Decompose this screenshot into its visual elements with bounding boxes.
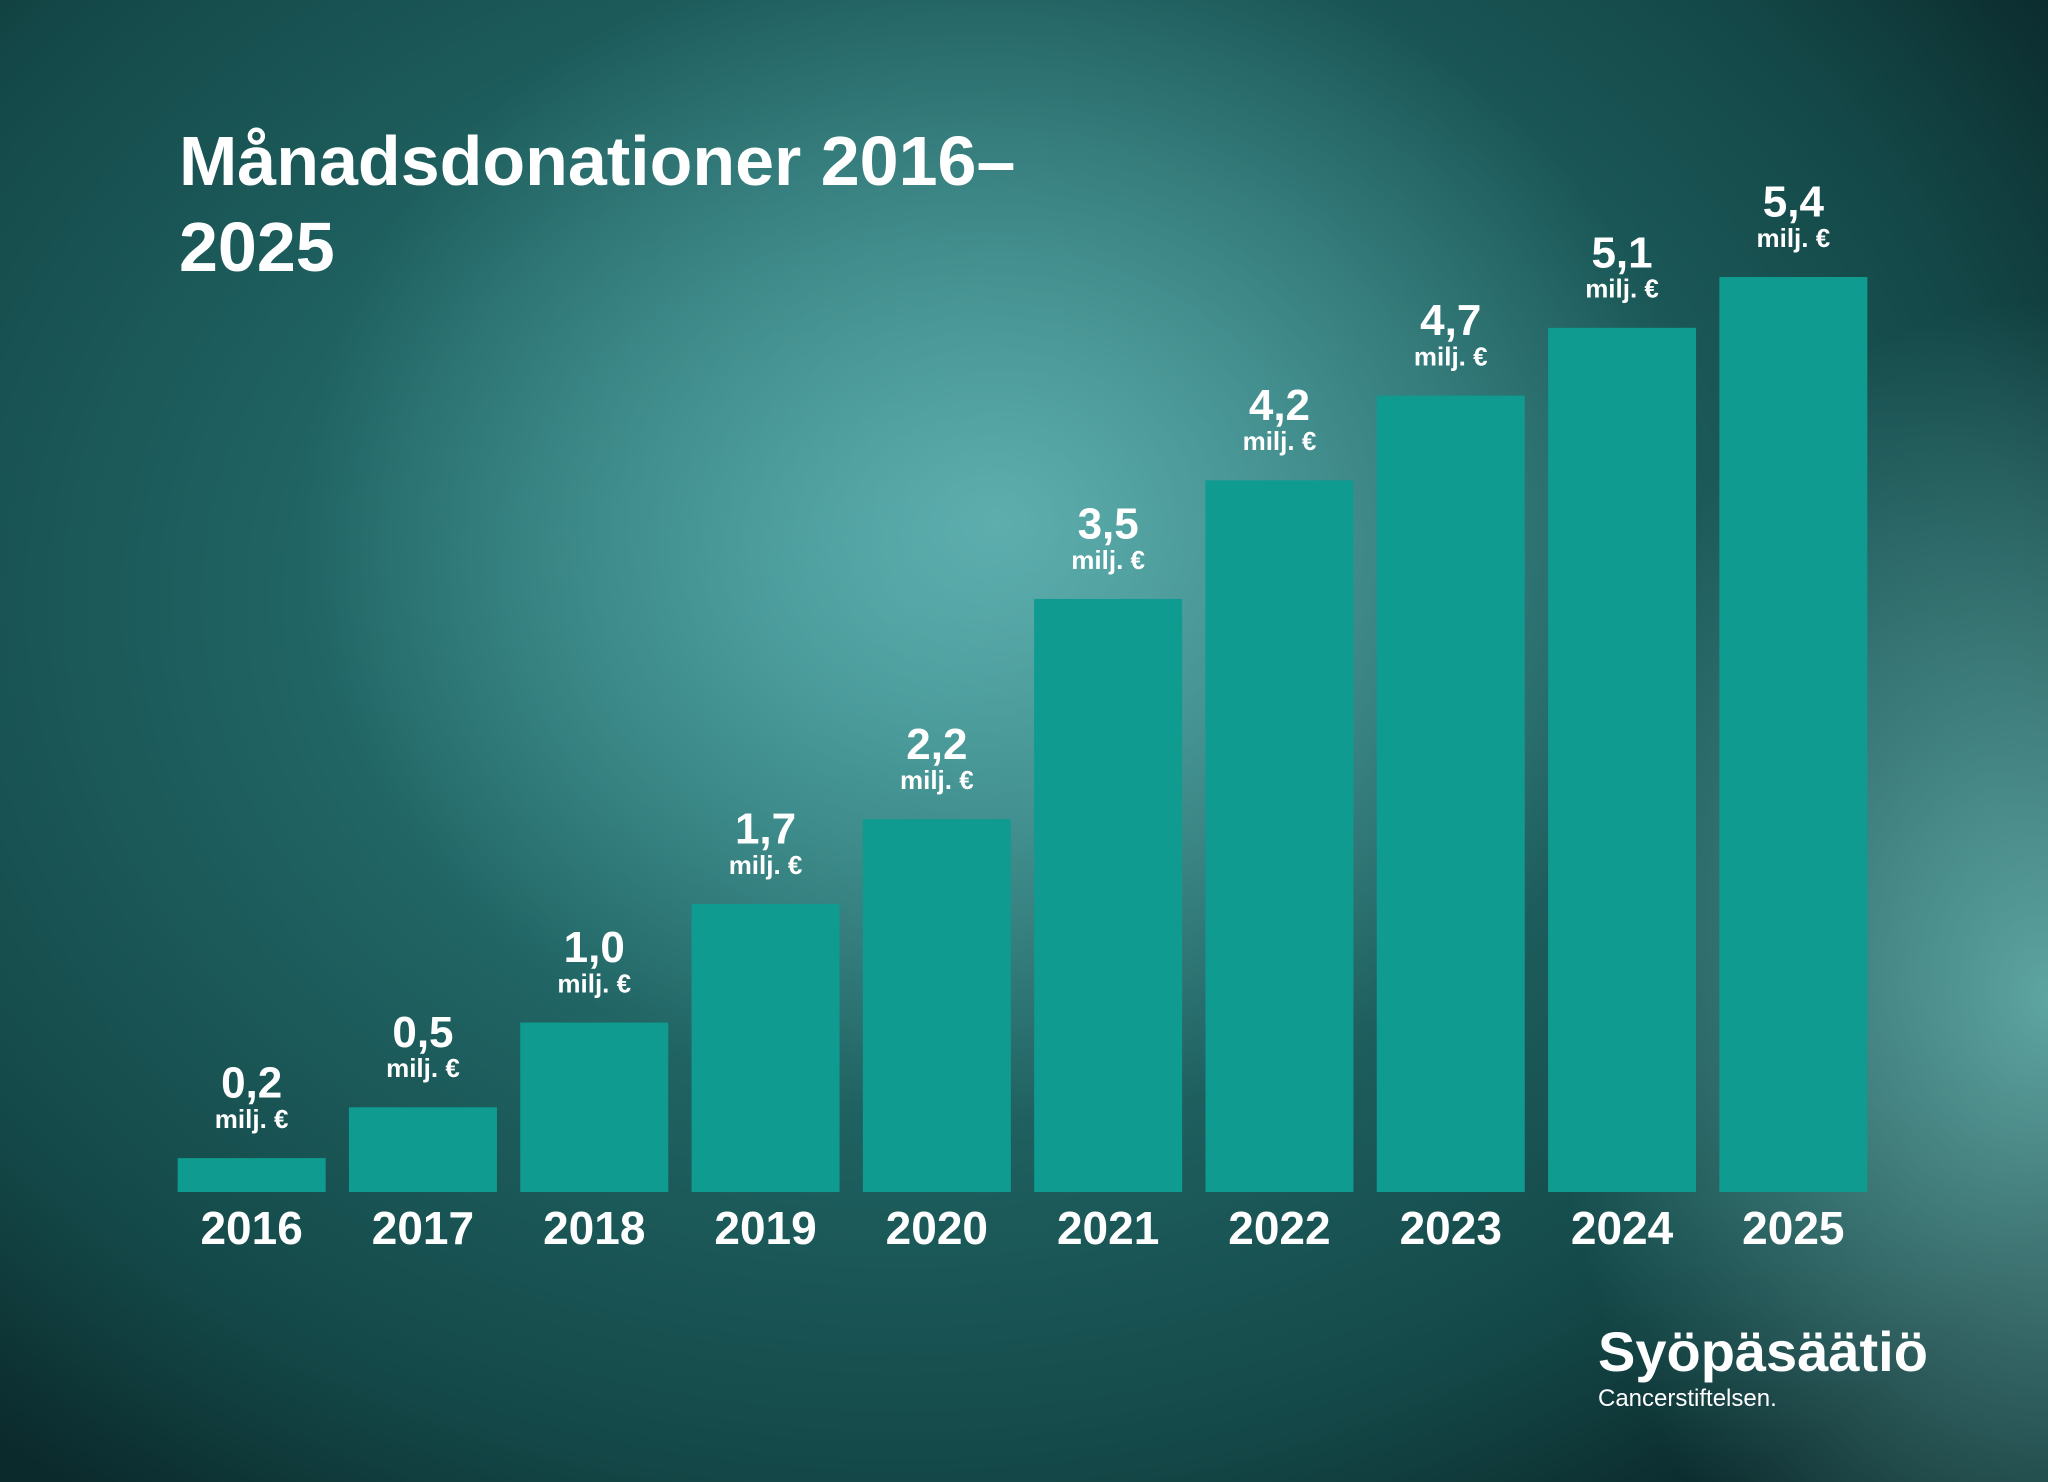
value-unit: milj. € bbox=[215, 1104, 289, 1134]
value-label: 5,4 bbox=[1763, 178, 1825, 227]
value-unit: milj. € bbox=[1071, 545, 1145, 575]
bar bbox=[520, 1022, 669, 1192]
x-tick-label: 2018 bbox=[543, 1202, 645, 1254]
brand-subtitle: Cancerstiftelsen. bbox=[1598, 1385, 1777, 1412]
x-tick-label: 2017 bbox=[372, 1202, 474, 1254]
value-unit: milj. € bbox=[1414, 341, 1488, 371]
bar bbox=[862, 819, 1011, 1192]
value-unit: milj. € bbox=[1243, 426, 1317, 456]
value-label: 4,2 bbox=[1249, 381, 1310, 430]
value-label: 4,7 bbox=[1420, 296, 1481, 345]
bar bbox=[1376, 395, 1525, 1193]
value-label: 1,7 bbox=[735, 805, 796, 854]
logo: Syöpäsäätiö Cancerstiftelsen. bbox=[1598, 1320, 1928, 1414]
x-tick-label: 2019 bbox=[714, 1202, 816, 1254]
value-unit: milj. € bbox=[900, 765, 974, 795]
value-label: 3,5 bbox=[1078, 500, 1139, 549]
x-tick-label: 2021 bbox=[1057, 1202, 1159, 1254]
x-tick-label: 2016 bbox=[200, 1202, 302, 1254]
bar bbox=[177, 1158, 326, 1192]
value-unit: milj. € bbox=[1585, 274, 1659, 304]
value-unit: milj. € bbox=[386, 1053, 460, 1083]
value-unit: milj. € bbox=[729, 850, 803, 880]
x-tick-label: 2024 bbox=[1571, 1202, 1674, 1254]
bar bbox=[1548, 327, 1697, 1192]
bar bbox=[1205, 480, 1354, 1192]
x-tick-label: 2022 bbox=[1228, 1202, 1330, 1254]
bar bbox=[348, 1107, 497, 1192]
chart-title: Månadsdonationer 2016–2025 bbox=[179, 122, 1016, 286]
value-label: 1,0 bbox=[564, 923, 625, 972]
x-tick-label: 2025 bbox=[1742, 1202, 1844, 1254]
brand-name: Syöpäsäätiö bbox=[1598, 1320, 1928, 1383]
value-unit: milj. € bbox=[557, 968, 631, 998]
bar bbox=[1719, 277, 1868, 1192]
x-tick-label: 2020 bbox=[886, 1202, 988, 1254]
value-unit: milj. € bbox=[1756, 223, 1830, 253]
value-label: 0,2 bbox=[221, 1059, 282, 1108]
value-label: 0,5 bbox=[392, 1008, 453, 1057]
bar bbox=[1034, 598, 1183, 1192]
x-tick-label: 2023 bbox=[1400, 1202, 1502, 1254]
value-label: 2,2 bbox=[906, 720, 967, 769]
value-label: 5,1 bbox=[1591, 228, 1652, 277]
bar bbox=[691, 903, 840, 1192]
